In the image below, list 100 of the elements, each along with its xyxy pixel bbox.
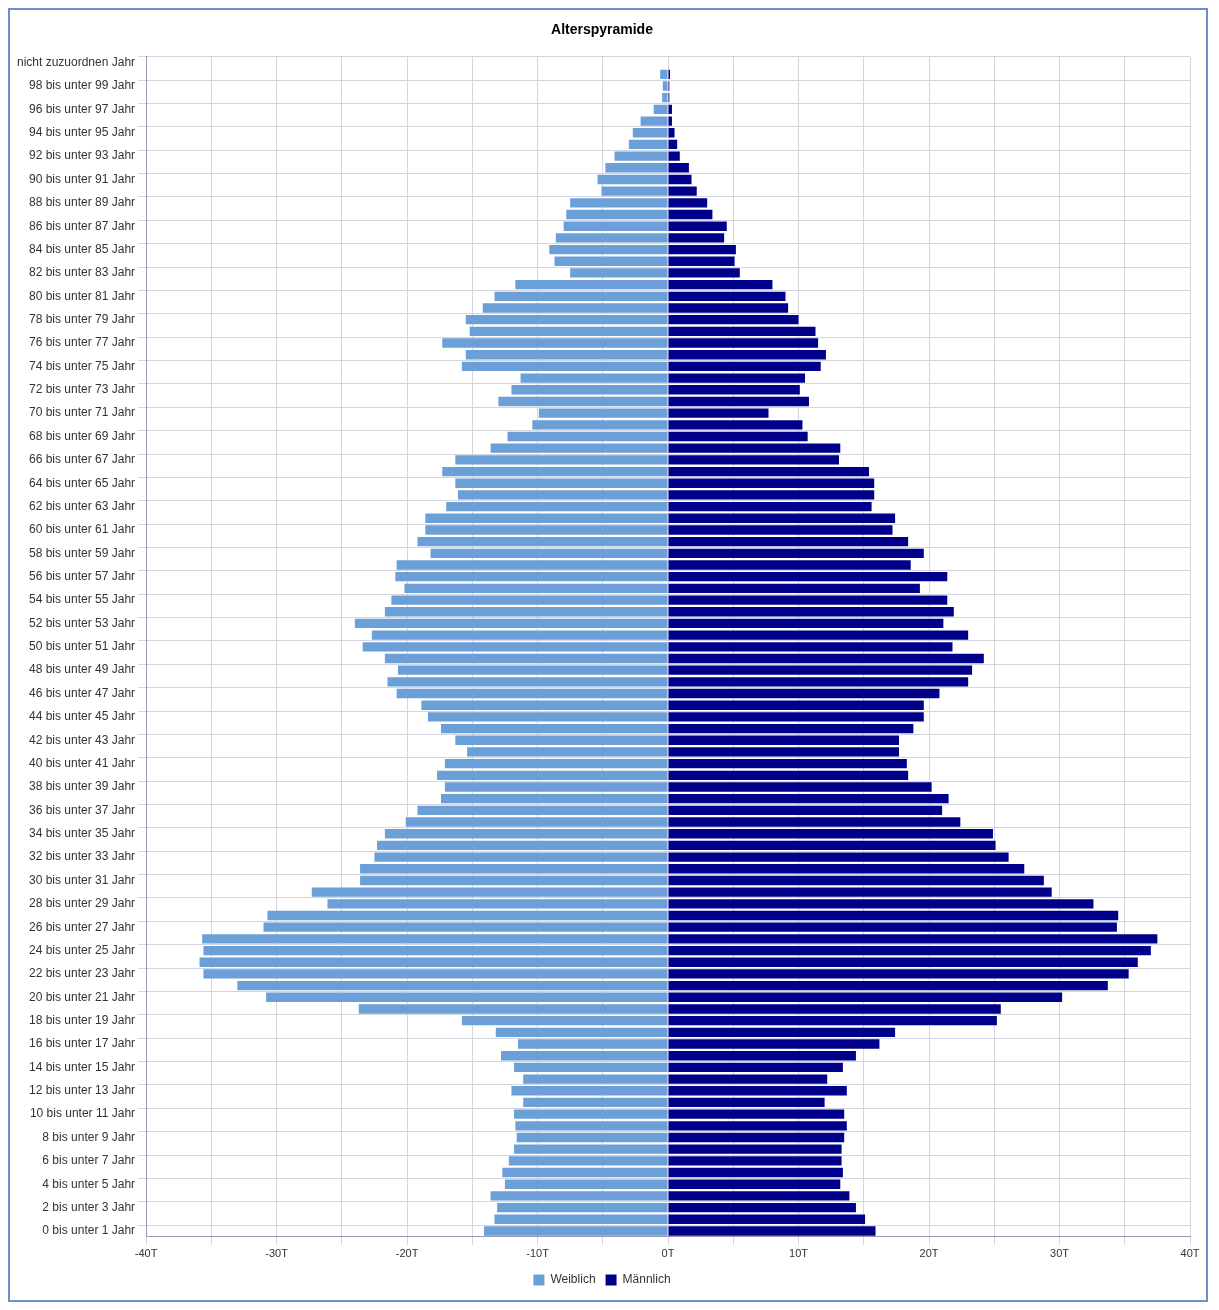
chart-title: Alterspyramide [551,21,654,38]
bar [495,1027,668,1038]
bar [668,1202,856,1213]
bar [465,315,668,325]
y-tick-label: 46 bis unter 47 Jahr [28,685,136,700]
bar [668,221,727,231]
bar [371,630,668,640]
y-tick-label: 78 bis unter 79 Jahr [28,311,136,326]
y-tick-label: 20 bis unter 21 Jahr [28,989,136,1004]
y-tick-label: 48 bis unter 49 Jahr [28,662,136,677]
bar [668,969,1129,979]
bar [395,572,668,582]
bar [668,934,1158,944]
bar [360,864,668,874]
bar [668,443,841,453]
bar [668,1132,845,1143]
bar [668,992,1063,1002]
bar [384,829,668,839]
bar [461,1015,668,1026]
bar [514,1144,668,1154]
y-tick-label: 62 bis unter 63 Jahr [28,498,136,513]
x-tick-label: 40T [1180,1247,1200,1260]
bar [455,735,668,745]
bar [668,723,914,734]
x-tick-label: 0T [661,1247,675,1260]
bar [668,198,708,208]
bar [202,934,668,944]
bar [668,1179,841,1189]
bar [668,642,953,652]
bar [668,490,875,500]
bar [668,291,786,301]
bar [653,104,668,115]
bar [668,1004,1001,1014]
bar [668,794,949,804]
bar [455,478,668,488]
y-tick-label: 58 bis unter 59 Jahr [28,545,136,560]
y-tick-label: 66 bis unter 67 Jahr [28,452,136,467]
bar [311,887,668,897]
bar [563,221,668,231]
y-tick-label: 70 bis unter 71 Jahr [28,405,136,420]
bar [457,490,668,500]
bar [668,513,896,523]
bar [668,595,948,605]
bar [668,256,735,266]
bar [668,817,961,827]
bar [490,1191,668,1201]
bar [668,279,773,290]
x-tick-label: -10T [526,1247,550,1260]
bar [511,1086,668,1096]
bar [668,268,740,278]
y-tick-label: 36 bis unter 37 Jahr [28,802,136,817]
y-tick-label: 94 bis unter 95 Jahr [28,125,136,140]
bar [327,899,668,909]
y-tick-label: 12 bis unter 13 Jahr [28,1083,136,1098]
bar [668,583,920,594]
bar [668,945,1151,956]
bar [374,852,668,862]
bar [430,548,668,559]
bar [668,875,1044,886]
bar [549,244,668,255]
y-tick-label: 64 bis unter 65 Jahr [28,475,136,490]
bar [514,1062,668,1073]
bar [668,303,789,313]
y-tick-label: 28 bis unter 29 Jahr [28,896,136,911]
bar [668,1051,856,1061]
bar [660,69,668,79]
bar [405,817,668,827]
bar [668,1144,842,1154]
y-tick-label: 86 bis unter 87 Jahr [28,218,136,233]
bar [668,782,932,792]
bar [668,864,1025,874]
y-tick-label: 10 bis unter 11 Jahr [29,1106,136,1121]
bar [601,186,668,196]
bar [520,373,668,383]
x-tick-label: -40T [134,1247,158,1260]
bar [668,887,1052,897]
bar [440,723,668,734]
bar [668,1074,828,1084]
bar [442,338,668,348]
legend-label: Männlich [622,1272,671,1287]
bar [668,396,809,407]
bar [523,1074,668,1084]
bar [397,665,668,675]
y-tick-label: 54 bis unter 55 Jahr [28,592,136,607]
bar [662,93,668,103]
y-tick-label: 34 bis unter 35 Jahr [28,826,136,841]
bar [421,700,668,710]
bar [668,163,689,173]
bar [484,1226,668,1236]
bar [391,595,668,605]
bar [668,653,984,664]
bar [668,244,736,255]
bar [440,794,668,804]
bar [515,279,668,290]
bar [497,1202,668,1213]
bar [237,980,668,991]
bar [444,758,668,769]
bar [360,875,668,886]
bar [668,350,826,360]
bar [668,758,907,769]
